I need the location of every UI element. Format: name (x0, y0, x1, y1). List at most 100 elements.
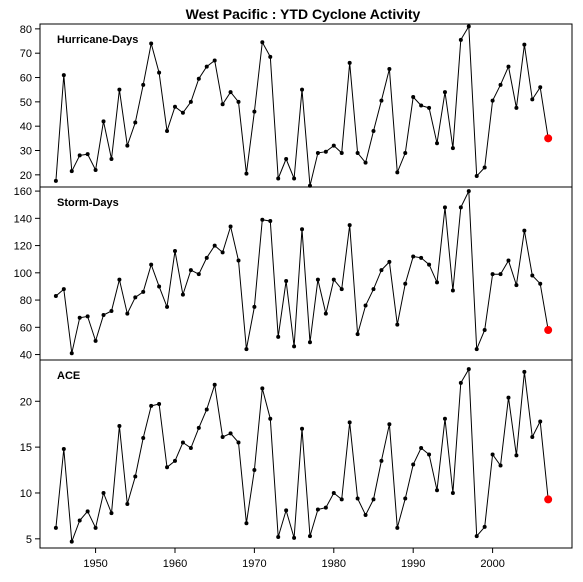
data-point (498, 463, 503, 468)
x-tick-label: 1970 (242, 558, 266, 570)
data-point (379, 268, 384, 273)
y-tick-label: 70 (20, 48, 32, 60)
data-point (442, 416, 447, 421)
data-point (331, 490, 336, 495)
data-point (252, 304, 257, 309)
data-point (93, 525, 98, 530)
data-point (315, 277, 320, 282)
data-point (482, 328, 487, 333)
data-point (339, 150, 344, 155)
data-point (419, 446, 424, 451)
data-point (403, 496, 408, 501)
data-point (172, 458, 177, 463)
data-point (117, 277, 122, 282)
data-point (196, 425, 201, 430)
data-point (498, 82, 503, 87)
data-point (180, 292, 185, 297)
data-point (77, 153, 82, 158)
data-point (188, 268, 193, 273)
y-tick-label: 160 (14, 186, 32, 198)
data-point (69, 539, 74, 544)
data-point (188, 446, 193, 451)
data-point (260, 386, 265, 391)
x-tick-label: 1950 (83, 558, 107, 570)
y-tick-label: 5 (26, 534, 32, 546)
data-point (506, 64, 511, 69)
data-point (466, 189, 471, 194)
data-point (490, 452, 495, 457)
data-point (482, 524, 487, 529)
data-point (300, 87, 305, 92)
data-point (268, 54, 273, 59)
data-point (85, 509, 90, 514)
data-point (228, 431, 233, 436)
data-point (371, 287, 376, 292)
data-point (474, 534, 479, 539)
data-point (212, 382, 217, 387)
x-axis: 1950 1960 1970 1980 1990 2000 (83, 548, 505, 570)
data-point (427, 262, 432, 267)
panel-label: Hurricane-Days (57, 34, 138, 46)
data-point (419, 255, 424, 260)
data-point (427, 452, 432, 457)
data-point (252, 109, 257, 114)
data-point (149, 41, 154, 46)
data-point (506, 395, 511, 400)
data-point (117, 424, 122, 429)
y-tick-label: 10 (20, 488, 32, 500)
data-point (276, 176, 281, 181)
y-tick-label: 100 (14, 268, 32, 280)
data-point (117, 87, 122, 92)
data-point (212, 58, 217, 63)
data-point (61, 446, 66, 451)
data-point (77, 518, 82, 523)
data-point (363, 512, 368, 517)
data-point (260, 40, 265, 45)
data-point (101, 119, 106, 124)
data-point (347, 60, 352, 65)
y-tick-label: 140 (14, 213, 32, 225)
data-point (331, 277, 336, 282)
data-point (395, 322, 400, 327)
x-tick-label: 1980 (322, 558, 346, 570)
data-point (196, 272, 201, 277)
data-point (204, 64, 209, 69)
data-point (53, 525, 58, 530)
data-point (458, 380, 463, 385)
data-point (292, 535, 297, 540)
data-point (530, 273, 535, 278)
data-point (268, 416, 273, 421)
data-point (458, 205, 463, 210)
series-line (55, 24, 549, 186)
data-point (292, 344, 297, 349)
data-point (315, 150, 320, 155)
series-line (55, 189, 549, 354)
data-point (165, 129, 170, 134)
data-point (141, 435, 146, 440)
data-point (387, 259, 392, 264)
data-point (220, 250, 225, 255)
data-point (307, 340, 312, 345)
data-point (442, 205, 447, 210)
data-point (435, 280, 440, 285)
y-tick-label: 20 (20, 170, 32, 182)
data-point (228, 90, 233, 95)
data-point (435, 488, 440, 493)
data-point (371, 129, 376, 134)
data-point (450, 490, 455, 495)
data-point (450, 288, 455, 293)
data-point (157, 70, 162, 75)
data-point (474, 347, 479, 352)
data-point (149, 403, 154, 408)
data-point (204, 255, 209, 260)
data-point (180, 110, 185, 115)
data-point (387, 422, 392, 427)
data-point (133, 295, 138, 300)
x-tick-label: 1990 (401, 558, 425, 570)
data-point (450, 146, 455, 151)
y-tick-label: 50 (20, 97, 32, 109)
data-point (61, 287, 66, 292)
data-point (268, 219, 273, 224)
data-point (284, 278, 289, 283)
data-point (435, 141, 440, 146)
